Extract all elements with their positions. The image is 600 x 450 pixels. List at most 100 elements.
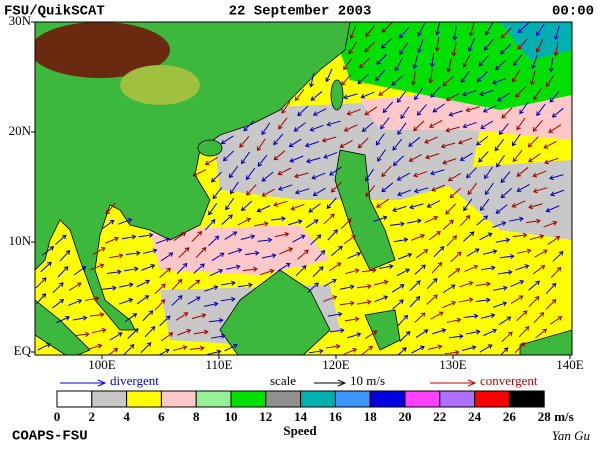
wind-arrow: [543, 140, 557, 149]
wind-arrow: [211, 252, 225, 262]
wind-arrow: [552, 251, 564, 262]
wind-arrow: [553, 25, 560, 41]
wind-arrow: [142, 310, 154, 322]
wind-arrow: [104, 236, 119, 244]
wind-arrow: [308, 348, 324, 354]
wind-arrow: [105, 202, 116, 215]
wind-arrow: [192, 169, 207, 177]
wind-arrow: [295, 265, 307, 277]
wind-arrow: [476, 135, 489, 146]
lat-label: 30N: [9, 13, 32, 28]
wind-arrow: [155, 237, 171, 244]
wind-arrow: [361, 121, 374, 132]
wind-arrow: [373, 215, 388, 222]
wind-arrow: [37, 342, 51, 351]
wind-arrow: [312, 266, 324, 278]
wind-arrow: [415, 329, 429, 338]
wind-arrow: [516, 248, 532, 254]
wind-arrow: [398, 252, 413, 260]
map-frame: [34, 21, 573, 356]
wind-arrow: [191, 313, 207, 320]
wind-arrow: [549, 90, 560, 103]
wind-arrow: [311, 172, 326, 180]
wind-arrow: [483, 38, 494, 51]
wind-arrow: [331, 245, 343, 256]
wind-arrow: [90, 263, 105, 271]
wind-arrow: [442, 219, 454, 231]
colorbar-label: 24: [468, 409, 482, 424]
wind-arrow: [495, 204, 508, 214]
wind-arrow: [305, 219, 319, 229]
highland: [120, 65, 200, 105]
wind-arrow: [343, 347, 358, 355]
wind-arrow: [159, 267, 171, 278]
wind-arrow: [426, 294, 438, 305]
wind-arrow: [480, 265, 496, 271]
wind-arrow: [274, 231, 290, 238]
wind-arrow: [308, 72, 315, 88]
wind-arrow: [411, 70, 417, 86]
wind-arrow: [408, 136, 421, 147]
wind-arrow: [297, 249, 309, 260]
wind-arrow: [125, 250, 141, 256]
wind-arrow: [41, 246, 55, 256]
wind-arrow: [293, 122, 306, 132]
legend-convergent: convergent: [480, 373, 538, 388]
wind-arrow: [493, 285, 508, 291]
wind-arrow: [288, 219, 303, 226]
wind-arrow: [204, 219, 216, 231]
wind-arrow: [394, 58, 403, 72]
wind-arrow: [416, 104, 427, 116]
wind-arrow: [551, 107, 564, 118]
wind-arrow: [359, 57, 371, 69]
wind-arrow: [535, 328, 548, 339]
wind-arrow: [442, 284, 456, 294]
wind-arrow: [378, 263, 394, 270]
wind-arrow: [106, 269, 122, 275]
wind-arrow: [400, 106, 410, 120]
wind-arrow: [326, 120, 341, 127]
wind-arrow: [57, 266, 69, 278]
colorbar-label: 14: [294, 409, 308, 424]
wind-arrow: [549, 174, 564, 181]
wind-arrow: [532, 120, 543, 132]
wind-arrow: [430, 86, 441, 98]
wind-arrow: [208, 202, 218, 216]
lat-label: 20N: [9, 123, 32, 138]
wind-arrow: [478, 151, 489, 163]
wind-arrow: [224, 231, 238, 240]
wind-arrow: [495, 237, 511, 243]
highland: [35, 22, 170, 78]
wind-arrow: [343, 124, 358, 132]
wind-arrow: [480, 198, 490, 211]
wind-arrow: [427, 344, 443, 350]
wind-arrow: [72, 315, 88, 321]
wind-arrow: [519, 101, 529, 115]
wind-arrow: [142, 248, 158, 255]
wind-arrow: [447, 172, 461, 182]
footer-right: Yan Gu: [552, 428, 591, 443]
wind-arrow: [136, 279, 151, 288]
wind-arrow: [431, 184, 446, 192]
wind-arrow: [531, 54, 538, 70]
wind-arrow: [493, 301, 508, 308]
wind-arrow: [330, 181, 342, 193]
wind-arrow: [475, 281, 491, 287]
wind-arrow: [364, 330, 378, 340]
wind-arrow: [326, 197, 337, 209]
wind-arrow: [228, 248, 243, 255]
wind-arrow: [397, 122, 407, 136]
wind-arrow: [434, 36, 440, 52]
wind-arrow: [343, 235, 357, 245]
wind-arrow: [382, 101, 394, 114]
land: [35, 299, 91, 355]
legend-divergent: divergent: [110, 373, 159, 388]
wind-arrow: [138, 232, 154, 238]
wind-arrow: [343, 93, 358, 100]
wind-arrow: [526, 218, 541, 224]
wind-arrow: [512, 150, 523, 162]
wind-arrow: [246, 184, 257, 196]
wind-arrow: [140, 342, 152, 354]
wind-arrow: [392, 155, 405, 167]
